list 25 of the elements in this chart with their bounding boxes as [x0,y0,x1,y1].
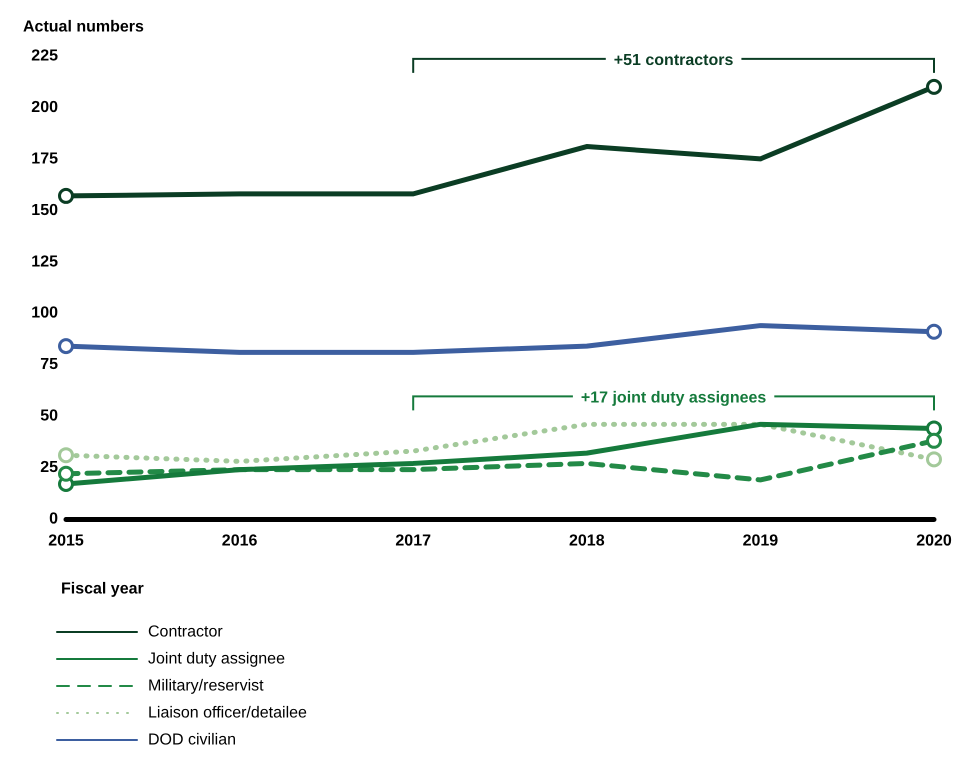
x-tick-label: 2017 [395,532,432,550]
x-tick-label: 2018 [569,532,605,550]
x-tick-label: 2016 [222,532,258,550]
x-tick-label: 2019 [742,532,778,550]
legend-label: Joint duty assignee [148,650,286,668]
x-tick-label: 2015 [48,532,84,550]
y-tick-label: 175 [31,150,58,168]
y-tick-label: 25 [40,459,58,476]
annotation: +17 joint duty assignees [580,389,766,406]
y-tick-label: 100 [31,304,58,322]
y-tick-label: 150 [31,202,58,219]
y-axis-title: Actual numbers [23,18,144,36]
x-axis-title: Fiscal year [61,580,144,598]
legend-label: Liaison officer/detailee [148,704,308,722]
legend-label: DOD civilian [148,732,236,748]
y-tick-label: 125 [31,253,58,270]
legend-label: Contractor [148,624,224,640]
y-tick-label: 225 [31,48,58,64]
annotation: +51 contractors [614,52,734,69]
y-tick-label: 50 [40,408,58,425]
x-tick-label: 2020 [916,532,952,550]
y-tick-label: 0 [49,510,58,528]
legend-label: Military/reservist [148,678,264,694]
y-tick-label: 200 [31,98,58,116]
y-tick-label: 75 [40,356,58,374]
